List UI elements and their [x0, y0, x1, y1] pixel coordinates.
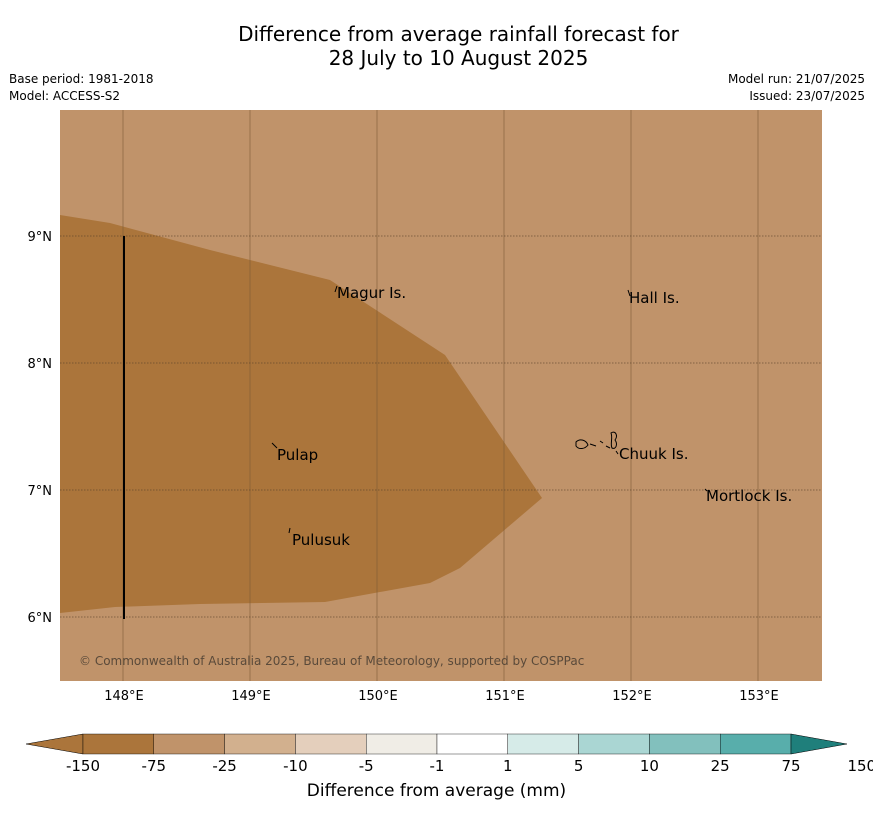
colorbar-box [295, 733, 367, 755]
colorbar-tick-label: -25 [212, 757, 237, 775]
colorbar-tick-label: 150 [847, 757, 873, 775]
model-text: Model: ACCESS-S2 [9, 89, 121, 103]
colorbar-tick-label: 25 [711, 757, 730, 775]
map-title: Difference from average rainfall forecas… [0, 22, 873, 70]
lon-tick-153: 153°E [739, 689, 779, 704]
copyright-text: © Commonwealth of Australia 2025, Bureau… [79, 654, 584, 668]
lat-tick-9: 9°N [28, 230, 53, 245]
rainfall-deficit-region [60, 215, 542, 613]
colorbar-tick-label: -5 [359, 757, 374, 775]
colorbar-tick-labels: -150 -75 -25 -10 -5 -1 1 5 10 25 75 150 [66, 757, 873, 775]
hall-island [627, 289, 631, 297]
colorbar-tick-label: -150 [66, 757, 100, 775]
title-line-1: Difference from average rainfall forecas… [238, 22, 679, 46]
lat-tick-8: 8°N [28, 357, 53, 372]
place-label-chuuk: Chuuk Is. [619, 445, 688, 463]
colorbar-tick-label: -75 [142, 757, 167, 775]
colorbar-tick-label: 75 [781, 757, 800, 775]
colorbar-box [507, 733, 579, 755]
pulap-island [271, 442, 278, 449]
latitude-grid [60, 235, 822, 618]
model-run-text: Model run: 21/07/2025 [727, 72, 865, 86]
lon-tick-151: 151°E [485, 689, 525, 704]
lat-tick-7: 7°N [28, 484, 53, 499]
place-label-mortlock: Mortlock Is. [706, 487, 792, 505]
colorbar-title: Difference from average (mm) [306, 781, 567, 801]
left-meta: Base period: 1981-2018 Model: ACCESS-S2 [9, 71, 154, 105]
colorbar-box [649, 733, 721, 755]
islands [271, 285, 708, 534]
base-period-text: Base period: 1981-2018 [9, 72, 154, 86]
right-meta: Model run: 21/07/2025 Issued: 23/07/2025 [728, 71, 865, 105]
colorbar-box [224, 733, 296, 755]
lon-tick-148: 148°E [104, 689, 144, 704]
colorbar-tick-label: -10 [283, 757, 308, 775]
colorbar-box [366, 733, 438, 755]
pulusuk-island [288, 527, 291, 534]
colorbar-tick-label: -1 [430, 757, 445, 775]
mortlock-island [704, 488, 708, 492]
colorbar-tick-label: 10 [640, 757, 659, 775]
colorbar-box [82, 733, 155, 755]
colorbar-tick-label: 5 [574, 757, 584, 775]
place-label-hall: Hall Is. [629, 289, 680, 307]
colorbar-box [436, 733, 509, 755]
title-line-2: 28 July to 10 August 2025 [328, 46, 589, 70]
lon-tick-149: 149°E [231, 689, 271, 704]
colorbar-arrow-left [25, 733, 84, 755]
chuuk-islands [575, 431, 619, 455]
colorbar [25, 733, 848, 755]
place-label-pulap: Pulap [277, 446, 318, 464]
lon-tick-152: 152°E [612, 689, 652, 704]
colorbar-box [720, 733, 792, 755]
colorbar-box [153, 733, 225, 755]
place-label-pulusuk: Pulusuk [292, 531, 350, 549]
magur-island [334, 285, 338, 293]
place-label-magur: Magur Is. [337, 284, 406, 302]
lon-tick-150: 150°E [358, 689, 398, 704]
colorbar-arrow-right [790, 733, 848, 755]
lat-tick-6: 6°N [28, 611, 53, 626]
issued-text: Issued: 23/07/2025 [749, 89, 865, 103]
colorbar-box [578, 733, 650, 755]
colorbar-tick-label: 1 [503, 757, 513, 775]
